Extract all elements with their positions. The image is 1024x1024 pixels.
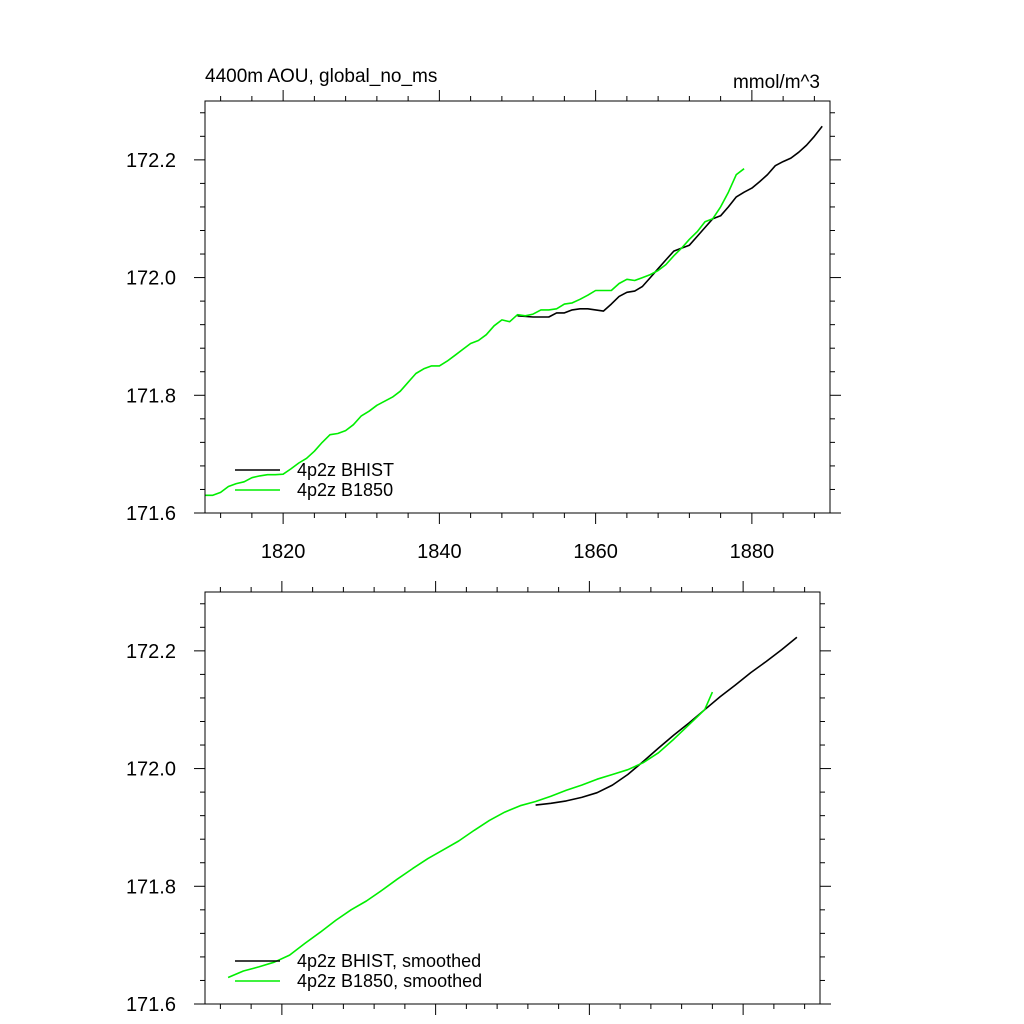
series-line-b1850 (205, 168, 745, 497)
x-tick-label: 1840 (417, 541, 462, 563)
y-tick-label: 172.0 (126, 268, 176, 290)
y-tick-label: 171.6 (126, 503, 176, 525)
y-tick-labels: 171.6 171.8 172.0 172.2 (126, 150, 176, 525)
x-tick-label: 1820 (261, 541, 306, 563)
series-lines (205, 125, 823, 497)
y-tick-label: 172.2 (126, 641, 176, 663)
x-tick-label: 1880 (730, 541, 775, 563)
series-line-b1850 (227, 691, 714, 979)
series-lines (227, 636, 798, 979)
y-tick-label: 172.0 (126, 759, 176, 781)
legend-label: 4p2z B1850 (297, 480, 393, 500)
plot-frame (204, 100, 831, 514)
x-tick-labels: 1820 1840 1860 1880 (261, 541, 774, 563)
legend-label: 4p2z B1850, smoothed (297, 971, 482, 991)
plot-frame (204, 591, 821, 1005)
y-tick-label: 171.8 (126, 385, 176, 407)
y-tick-label: 172.2 (126, 150, 176, 172)
legend-label: 4p2z BHIST (297, 460, 394, 480)
units-label: mmol/m^3 (733, 72, 820, 93)
y-tick-labels: 171.6 171.8 172.0 172.2 (126, 641, 176, 1016)
axis-ticks (194, 581, 831, 1015)
axis-ticks (194, 90, 841, 524)
x-tick-label: 1860 (573, 541, 618, 563)
y-tick-label: 171.8 (126, 876, 176, 898)
series-line-bhist (517, 125, 823, 318)
chart-title: 4400m AOU, global_no_ms (205, 66, 437, 87)
bottom-panel: 171.6 171.8 172.0 172.2 4p2z BHIST, smoothe… (126, 581, 831, 1016)
legend-label: 4p2z BHIST, smoothed (297, 951, 481, 971)
top-panel: 4400m AOU, global_no_ms mmol/m^3 171.617… (126, 66, 841, 563)
series-line-bhist (535, 636, 798, 806)
y-tick-label: 171.6 (126, 994, 176, 1016)
